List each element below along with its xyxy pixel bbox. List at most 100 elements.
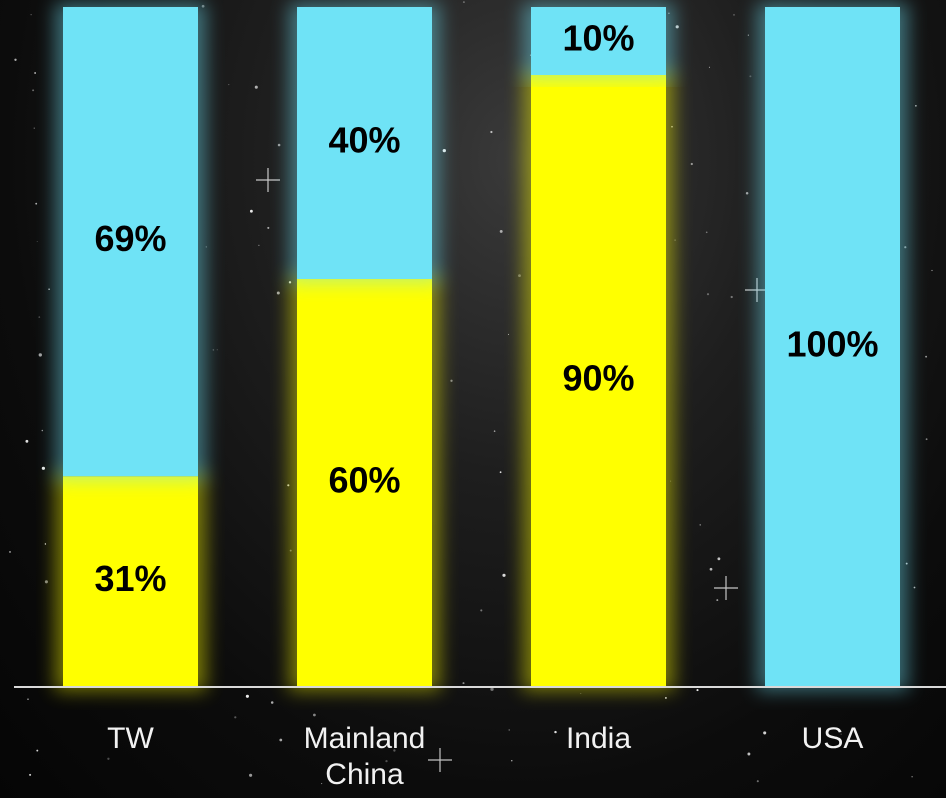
star <box>730 295 733 299</box>
star <box>38 316 41 318</box>
star <box>276 291 280 295</box>
star <box>840 733 842 735</box>
star <box>385 759 388 763</box>
star <box>749 75 752 78</box>
star <box>35 202 38 205</box>
star <box>44 543 47 545</box>
sparkle-star <box>428 748 452 772</box>
star <box>925 438 928 441</box>
bar-segment <box>297 7 432 279</box>
label-group: 31% 69% TW 60% 40% Mainland China 90% 10% India 10… <box>94 18 878 791</box>
star <box>212 349 215 351</box>
star <box>38 353 42 357</box>
star <box>249 773 253 777</box>
star <box>493 430 496 432</box>
star <box>664 696 667 699</box>
star <box>29 773 32 776</box>
star <box>508 729 510 731</box>
star <box>36 241 38 242</box>
bar-segment <box>531 75 666 687</box>
star <box>709 567 713 571</box>
star <box>107 757 110 760</box>
data-label: 69% <box>94 218 166 259</box>
star <box>27 698 29 700</box>
star <box>41 466 46 470</box>
star <box>33 127 35 129</box>
x-tick-label: Mainland China <box>304 722 426 791</box>
star <box>705 231 708 234</box>
star <box>708 66 710 68</box>
star <box>499 229 503 233</box>
star <box>279 738 283 742</box>
star <box>499 471 502 474</box>
bar-segment <box>765 7 900 687</box>
data-label: 100% <box>786 324 878 365</box>
bar-segment <box>63 7 198 477</box>
sparkle-star <box>256 168 280 192</box>
star <box>462 1 465 4</box>
star <box>518 274 521 278</box>
data-label: 10% <box>562 18 634 59</box>
star <box>442 148 446 153</box>
star <box>716 599 719 602</box>
star <box>234 716 237 719</box>
star <box>554 730 557 734</box>
star <box>490 130 493 134</box>
star <box>267 226 270 229</box>
star <box>913 586 916 589</box>
star <box>511 760 513 762</box>
star <box>44 580 48 584</box>
x-tick-label: TW <box>107 722 154 755</box>
star <box>508 333 509 335</box>
data-label: 60% <box>328 460 400 501</box>
star <box>245 694 249 698</box>
star <box>733 14 735 16</box>
star <box>696 689 699 692</box>
star <box>287 484 290 487</box>
star <box>756 780 759 783</box>
star <box>747 752 751 756</box>
star <box>254 85 258 89</box>
star <box>462 682 465 685</box>
star <box>480 609 483 612</box>
star <box>502 573 506 577</box>
star <box>490 687 494 691</box>
star <box>216 349 218 351</box>
star <box>41 429 44 432</box>
star <box>30 14 32 16</box>
star <box>745 192 749 195</box>
star <box>9 550 11 553</box>
star <box>25 439 29 443</box>
star <box>34 72 36 74</box>
star <box>14 58 17 61</box>
star <box>674 239 676 241</box>
sparkle-star <box>714 576 738 600</box>
star <box>911 776 913 778</box>
star <box>258 244 260 247</box>
data-label: 40% <box>328 120 400 161</box>
x-tick-label: USA <box>802 722 864 755</box>
star <box>321 783 323 785</box>
star <box>706 293 710 296</box>
star <box>699 524 701 526</box>
star <box>931 269 933 272</box>
star <box>717 557 721 561</box>
bar-segment <box>297 279 432 687</box>
data-label: 90% <box>562 358 634 399</box>
star <box>675 25 679 29</box>
bar-group <box>55 3 908 691</box>
bar-segment <box>63 476 198 687</box>
star <box>690 162 693 166</box>
star <box>450 379 453 382</box>
star <box>32 89 35 92</box>
star <box>36 749 39 752</box>
star <box>393 749 396 752</box>
star <box>48 288 50 291</box>
bar-segment <box>531 7 666 75</box>
star <box>925 355 928 358</box>
star <box>763 731 767 735</box>
star <box>270 701 274 704</box>
star <box>228 84 230 86</box>
